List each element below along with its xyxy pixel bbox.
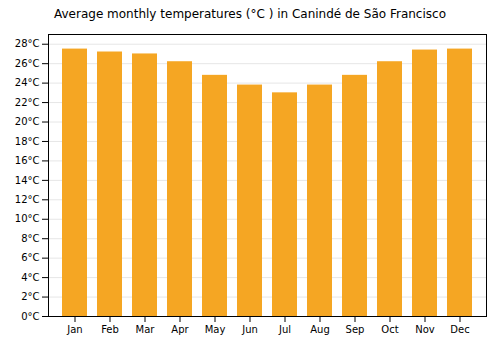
svg-text:18°C: 18°C xyxy=(15,136,40,147)
svg-text:Jan: Jan xyxy=(66,324,82,335)
svg-text:Apr: Apr xyxy=(171,324,189,335)
svg-text:10°C: 10°C xyxy=(15,213,40,224)
svg-text:14°C: 14°C xyxy=(15,175,40,186)
html-text:Average monthly temperatures (: Average monthly temperatures (°C ) in Ca… xyxy=(54,7,446,21)
svg-text:May: May xyxy=(205,324,226,335)
svg-text:Jun: Jun xyxy=(241,324,258,335)
svg-text:28°C: 28°C xyxy=(15,38,40,49)
svg-text:Feb: Feb xyxy=(101,324,119,335)
svg-text:6°C: 6°C xyxy=(21,252,39,263)
svg-text:4°C: 4°C xyxy=(21,272,39,283)
svg-text:16°C: 16°C xyxy=(15,155,40,166)
svg-text:Oct: Oct xyxy=(381,324,398,335)
svg-text:24°C: 24°C xyxy=(15,77,40,88)
svg-text:Aug: Aug xyxy=(310,324,330,335)
svg-text:Mar: Mar xyxy=(136,324,156,335)
svg-text:Dec: Dec xyxy=(450,324,469,335)
svg-text:22°C: 22°C xyxy=(15,97,40,108)
svg-text:Nov: Nov xyxy=(415,324,435,335)
svg-text:2°C: 2°C xyxy=(21,291,39,302)
svg-text:26°C: 26°C xyxy=(15,58,40,69)
svg-text:12°C: 12°C xyxy=(15,194,40,205)
svg-text:Jul: Jul xyxy=(278,324,291,335)
svg-text:Sep: Sep xyxy=(346,324,365,335)
svg-text:8°C: 8°C xyxy=(21,233,39,244)
svg-text:0°C: 0°C xyxy=(21,311,39,322)
svg-text:20°C: 20°C xyxy=(15,116,40,127)
